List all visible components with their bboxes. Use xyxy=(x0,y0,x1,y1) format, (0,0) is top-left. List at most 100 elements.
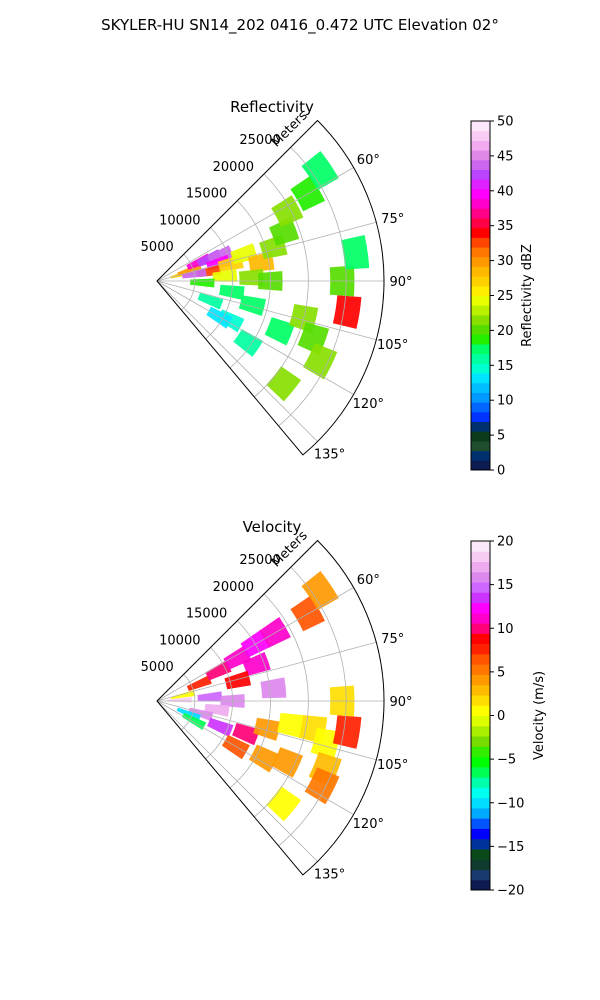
colorbar-tick-label: 50 xyxy=(497,115,514,130)
colorbar-swatch xyxy=(471,756,490,768)
colorbar-swatch xyxy=(471,188,490,200)
colorbar-swatch xyxy=(471,217,490,229)
colorbar-tick-label: 10 xyxy=(497,622,514,637)
radial-tick-label: 15000 xyxy=(186,607,227,622)
colorbar-swatch xyxy=(471,343,490,355)
colorbar-swatch xyxy=(471,571,490,583)
data-cell xyxy=(340,234,370,270)
data-cell xyxy=(266,366,302,402)
colorbar-tick-label: 45 xyxy=(497,149,514,164)
colorbar-tick-label: 25 xyxy=(497,289,514,304)
colorbar-swatch xyxy=(471,411,490,423)
data-cell xyxy=(264,317,295,346)
data-cell xyxy=(290,595,326,632)
colorbar-swatch xyxy=(471,150,490,161)
colorbar-swatch xyxy=(471,551,490,563)
angle-tick-label: 75° xyxy=(381,632,404,647)
data-cell xyxy=(221,734,250,760)
data-cell xyxy=(206,306,233,329)
colorbar-swatch xyxy=(471,653,490,665)
colorbar-tick-label: −15 xyxy=(497,840,524,855)
radial-tick-label: 20000 xyxy=(213,580,254,595)
grid-ring xyxy=(229,200,271,369)
grid-ring xyxy=(229,620,271,789)
data-cell xyxy=(271,747,304,778)
colorbar-tick-label: 20 xyxy=(497,535,514,550)
colorbar-swatch xyxy=(471,807,490,819)
radial-tick-label: 10000 xyxy=(159,633,200,648)
grid-ring xyxy=(278,146,347,427)
colorbar-swatch xyxy=(471,208,490,219)
data-cell xyxy=(223,645,252,670)
data-cell xyxy=(205,660,232,681)
data-cell xyxy=(260,677,287,699)
data-cell xyxy=(238,268,264,286)
radial-tick-label: 5000 xyxy=(141,660,174,675)
velocity-panel: Velocity500010000150002000025000Meters60… xyxy=(141,518,547,899)
colorbar-swatch xyxy=(471,382,490,393)
angle-tick-label: 105° xyxy=(377,338,408,353)
grid-ring xyxy=(254,173,309,398)
colorbar-swatch xyxy=(471,725,490,737)
data-cell xyxy=(197,691,223,702)
colorbar-swatch xyxy=(471,373,490,384)
angle-tick-label: 135° xyxy=(314,448,345,463)
colorbar-swatch xyxy=(471,633,490,645)
sector-outline xyxy=(156,539,385,876)
colorbar-swatch xyxy=(471,198,490,209)
data-cell xyxy=(207,717,234,737)
data-cell xyxy=(332,295,362,329)
colorbar-swatch xyxy=(471,643,490,655)
colorbar-tick-label: −10 xyxy=(497,796,524,811)
data-cell xyxy=(248,744,280,773)
colorbar-swatch xyxy=(471,838,490,850)
colorbar-swatch xyxy=(471,715,490,727)
colorbar-swatch xyxy=(471,179,490,190)
colorbar-tick-label: −20 xyxy=(497,884,524,899)
colorbar-swatch xyxy=(471,694,490,706)
colorbar-swatch xyxy=(471,450,490,461)
grid-spoke xyxy=(156,641,377,702)
reflectivity-panel: Reflectivity500010000150002000025000Mete… xyxy=(141,98,535,479)
grid-ring xyxy=(181,673,196,731)
grid-spoke xyxy=(156,167,354,282)
colorbar-label: Reflectivity dBZ xyxy=(520,244,535,347)
grid-ring xyxy=(181,253,196,311)
colorbar-swatch xyxy=(471,797,490,809)
data-cell xyxy=(190,278,215,288)
grid-ring xyxy=(205,647,233,760)
colorbar-swatch xyxy=(471,777,490,788)
data-cell xyxy=(233,329,264,357)
data-cell xyxy=(240,629,271,658)
grid-spoke xyxy=(156,280,318,442)
radial-tick-label: 10000 xyxy=(159,213,200,228)
colorbar-swatch xyxy=(471,674,490,686)
colorbar-swatch xyxy=(471,256,490,267)
colorbar-swatch xyxy=(471,592,490,604)
angle-tick-label: 120° xyxy=(353,817,384,832)
colorbar-swatch xyxy=(471,247,490,258)
colorbar-swatch xyxy=(471,460,490,471)
panel-title: Reflectivity xyxy=(230,98,314,116)
radial-tick-label: 5000 xyxy=(141,240,174,255)
colorbar-swatch xyxy=(471,612,490,624)
colorbar-tick-label: 15 xyxy=(497,359,514,374)
colorbar-swatch xyxy=(471,705,490,716)
colorbar-swatch xyxy=(471,285,490,296)
angle-tick-label: 135° xyxy=(314,868,345,883)
colorbar-swatch xyxy=(471,314,490,326)
colorbar-swatch xyxy=(471,684,490,696)
colorbar-swatch xyxy=(471,602,490,614)
data-cell xyxy=(259,616,291,648)
colorbar-swatch xyxy=(471,140,490,151)
colorbar-tick-label: 0 xyxy=(497,709,505,724)
colorbar-swatch xyxy=(471,324,490,335)
angle-tick-label: 60° xyxy=(357,153,380,168)
radial-tick-label: 25000 xyxy=(239,553,280,568)
colorbar-tick-label: 20 xyxy=(497,324,514,339)
colorbar-swatch xyxy=(471,130,490,141)
data-cell xyxy=(186,675,212,691)
data-cell xyxy=(207,245,234,265)
data-cell xyxy=(242,652,271,676)
